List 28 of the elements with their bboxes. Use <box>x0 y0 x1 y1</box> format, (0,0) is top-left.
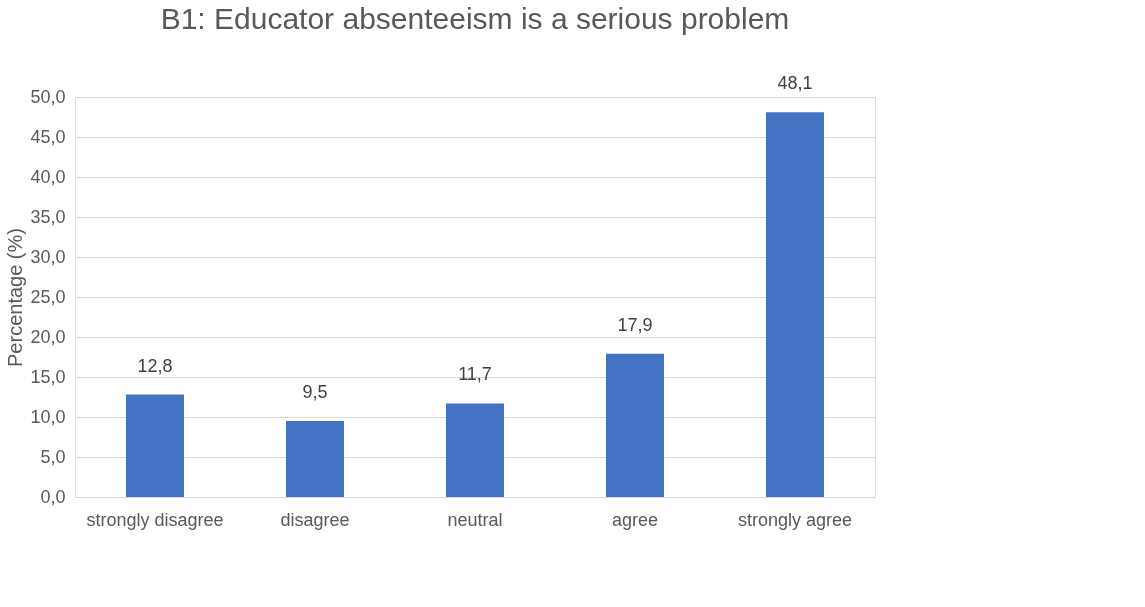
y-tick-label: 0,0 <box>40 486 66 507</box>
y-axis-title: Percentage (%) <box>4 228 27 367</box>
data-label: 48,1 <box>777 73 813 94</box>
y-tick-label: 30,0 <box>30 246 66 267</box>
bar <box>286 421 344 497</box>
chart-title: B1: Educator absenteeism is a serious problem <box>160 2 790 36</box>
data-label: 12,8 <box>137 355 173 376</box>
x-tick-label: disagree <box>280 509 350 530</box>
data-label: 11,7 <box>458 364 492 385</box>
y-tick-label: 50,0 <box>30 86 66 107</box>
bar <box>126 394 184 497</box>
y-tick-label: 40,0 <box>30 166 66 187</box>
y-tick-label: 10,0 <box>30 406 66 427</box>
y-tick-label: 35,0 <box>30 206 66 227</box>
x-tick-label: agree <box>611 509 659 530</box>
y-tick-label: 45,0 <box>30 126 66 147</box>
data-label: 9,5 <box>302 382 328 402</box>
y-tick-label: 5,0 <box>40 446 66 467</box>
y-tick-label: 15,0 <box>30 366 66 387</box>
y-tick-label: 25,0 <box>30 286 66 307</box>
bar <box>446 403 504 497</box>
x-tick-label: neutral <box>447 509 503 530</box>
y-tick-label: 20,0 <box>30 326 66 347</box>
bar <box>606 353 664 497</box>
x-tick-label: strongly disagree <box>86 509 224 530</box>
data-label: 17,9 <box>617 314 653 335</box>
x-tick-label: strongly agree <box>737 509 853 530</box>
bar <box>766 112 824 497</box>
